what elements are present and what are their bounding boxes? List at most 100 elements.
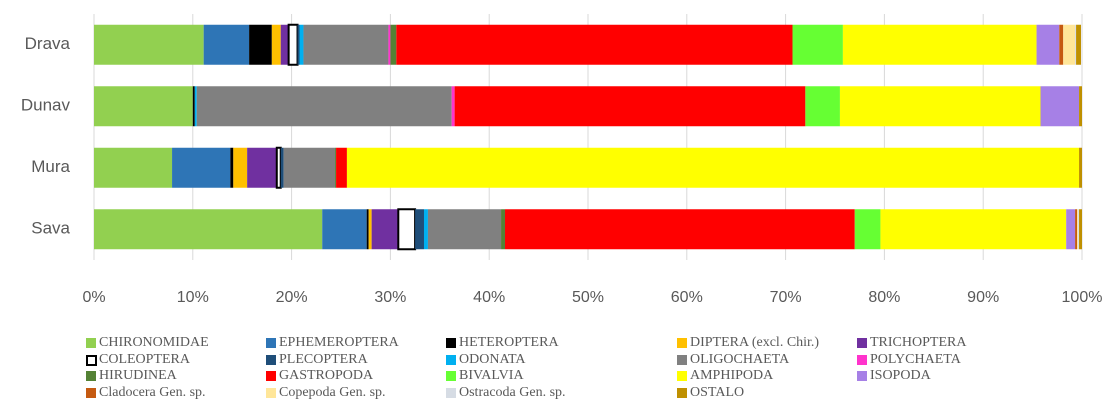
legend-label: ODONATA — [459, 352, 526, 367]
bar-segment — [1066, 209, 1076, 250]
bar-segment — [366, 209, 369, 250]
legend-swatch — [677, 355, 687, 365]
legend-swatch — [446, 355, 456, 365]
legend-label: COLEOPTERA — [99, 352, 191, 367]
legend-swatch — [266, 355, 276, 365]
legend-label: GASTROPODA — [279, 368, 374, 383]
legend-swatch — [857, 338, 867, 348]
bar-segment — [280, 147, 284, 188]
bar-segment — [192, 86, 195, 127]
bar-segment — [233, 147, 248, 188]
bar-segment — [336, 147, 347, 188]
bar-segment — [280, 24, 289, 65]
bar-segment — [839, 86, 1041, 127]
legend-swatch — [446, 388, 456, 398]
bar-segment — [94, 209, 323, 250]
bar-segment — [390, 24, 397, 65]
bar-segment — [792, 24, 843, 65]
legend-swatch — [266, 338, 276, 348]
bar-segment — [287, 23, 299, 66]
legend-label: TRICHOPTERA — [870, 335, 967, 350]
legend-label: PLECOPTERA — [279, 352, 369, 367]
legend-label: BIVALVIA — [459, 368, 524, 383]
category-label: Drava — [25, 34, 71, 53]
bar-segment — [505, 209, 855, 250]
x-tick-label: 100% — [1062, 289, 1103, 306]
legend-swatch — [266, 371, 276, 381]
x-tick-label: 40% — [473, 289, 505, 306]
bar-segment — [451, 86, 455, 127]
legend-swatch — [86, 388, 96, 398]
legend-swatch — [677, 388, 687, 398]
bar-segment — [415, 209, 424, 250]
legend-swatch — [677, 371, 687, 381]
legend-label: AMPHIPODA — [690, 368, 774, 383]
bar-segment — [230, 147, 234, 188]
bar-segment — [303, 24, 389, 65]
legend-label: Ostracoda Gen. sp. — [459, 385, 566, 400]
bar-segment — [196, 86, 452, 127]
legend-label: HETEROPTERA — [459, 335, 559, 350]
x-tick-label: 80% — [868, 289, 900, 306]
legend-swatch — [857, 355, 867, 365]
bar-segment — [1079, 209, 1082, 250]
bar-segment — [854, 209, 881, 250]
bar-segment — [275, 146, 282, 189]
bar-segment — [172, 147, 231, 188]
x-tick-label: 70% — [770, 289, 802, 306]
bar-segment — [283, 147, 336, 188]
legend-label: HIRUDINEA — [99, 368, 178, 383]
legend-swatch — [86, 338, 96, 348]
bar-segment — [297, 24, 300, 65]
legend-label: DIPTERA (excl. Chir.) — [690, 335, 819, 350]
legend-swatch — [446, 338, 456, 348]
legend-label: Copepoda Gen. sp. — [279, 385, 386, 400]
bar-segment — [880, 209, 1067, 250]
bar-segment — [335, 147, 337, 188]
bar-segment — [397, 208, 417, 251]
bar-segment — [388, 24, 391, 65]
x-tick-label: 20% — [276, 289, 308, 306]
legend-label: Cladocera Gen. sp. — [99, 385, 206, 400]
bar-segment — [247, 147, 277, 188]
bar-segment — [94, 147, 173, 188]
x-tick-label: 90% — [967, 289, 999, 306]
legend-swatch — [266, 388, 276, 398]
x-tick-label: 10% — [177, 289, 209, 306]
x-tick-label: 50% — [572, 289, 604, 306]
bar-segment — [271, 24, 281, 65]
legend-label: POLYCHAETA — [870, 352, 962, 367]
legend-label: ISOPODA — [870, 368, 932, 383]
bar-segment — [1075, 209, 1078, 250]
bar-segment — [805, 86, 840, 127]
legend-swatch — [86, 355, 97, 366]
bar-segment — [396, 24, 793, 65]
x-tick-label: 60% — [671, 289, 703, 306]
legend-swatch — [86, 371, 96, 381]
bar-segment — [501, 209, 506, 250]
bar-segment — [1077, 209, 1079, 250]
bar-segment — [194, 86, 197, 127]
legend-swatch — [857, 371, 867, 381]
bar-segment — [1040, 86, 1080, 127]
bar-segment — [1075, 24, 1077, 65]
category-label: Dunav — [21, 96, 71, 115]
bar-segment — [1079, 147, 1082, 188]
bar-segment — [299, 24, 304, 65]
bar-segment — [1079, 86, 1082, 127]
bar-segment — [1036, 24, 1060, 65]
bar-segment — [346, 147, 1080, 188]
bar-segment — [1063, 24, 1076, 65]
legend-label: OLIGOCHAETA — [690, 352, 790, 367]
bar-segment — [94, 24, 204, 65]
bar-segment — [249, 24, 272, 65]
bar-segment — [1076, 24, 1082, 65]
bar-segment — [1078, 209, 1080, 250]
legend-label: EPHEMEROPTERA — [279, 335, 400, 350]
bar-segment — [842, 24, 1037, 65]
bar-segment — [423, 209, 428, 250]
bar-segment — [371, 209, 399, 250]
bar-segment — [427, 209, 502, 250]
bar-segment — [1059, 24, 1064, 65]
x-tick-label: 30% — [374, 289, 406, 306]
